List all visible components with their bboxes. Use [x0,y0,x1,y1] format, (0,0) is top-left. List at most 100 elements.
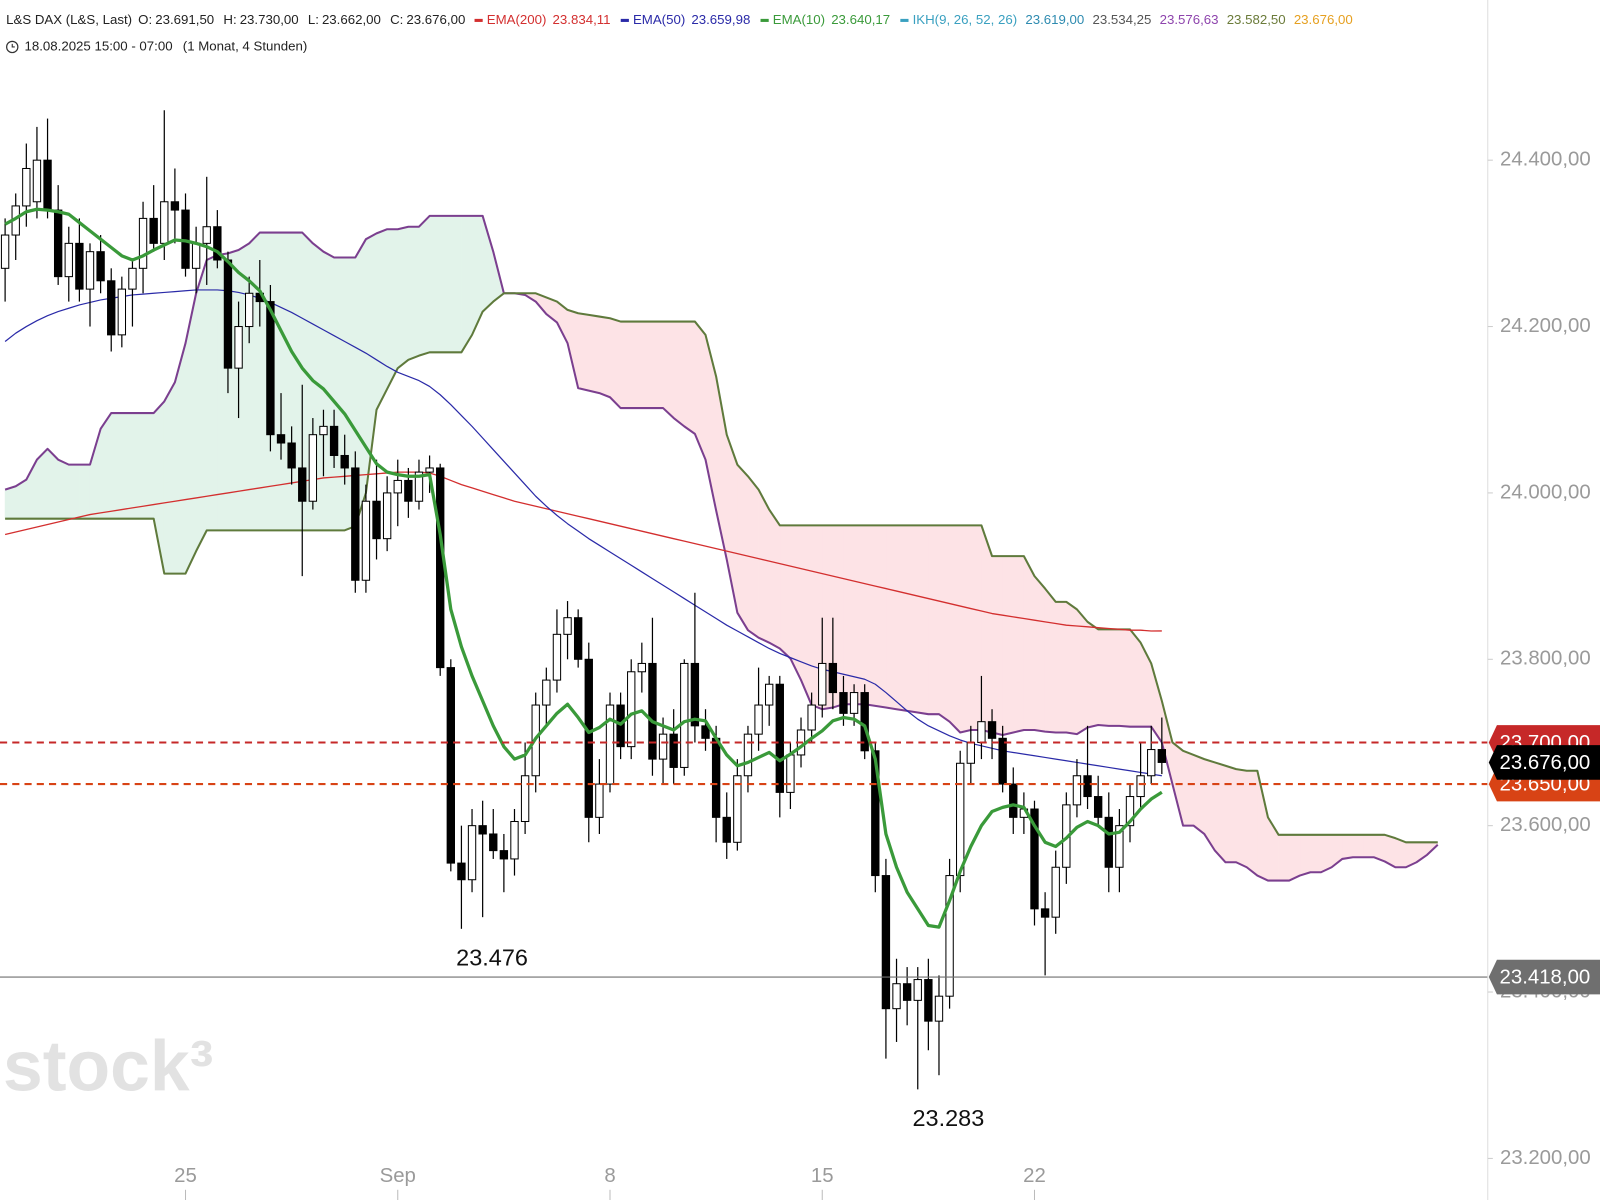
candle-body [64,242,73,278]
plot-area: stock³ 23.476 23.283 [0,110,1488,1131]
legend-marker [900,18,909,22]
candle-body [658,733,668,760]
candle-body [1136,775,1145,798]
cloud-segment [57,459,70,520]
candle-body [998,737,1007,785]
candle-body [871,750,880,877]
cloud-segment [1087,621,1099,728]
cloud-segment [662,321,674,419]
cloud-segment [970,525,982,731]
candle-body [372,500,381,540]
candle-body [616,704,625,748]
x-tick-label: 25 [174,1165,197,1187]
cloud-segment [68,464,80,520]
cloud-segment [1193,754,1205,835]
candle-body [191,242,201,269]
candle-body [1157,749,1167,763]
cloud-segment [991,555,1003,736]
cloud-segment [864,525,876,707]
cloud-segment [79,464,91,520]
candle-body [149,217,158,244]
candle-body [584,658,593,818]
cloud-segment [450,215,462,353]
candle-body [743,733,753,777]
cloud-segment [737,463,749,632]
y-tick-label: 23.800,00 [1500,648,1591,670]
cloud-segment [779,525,791,660]
candle-body [1072,775,1082,806]
cloud-segment [577,312,590,391]
header-text: 23.534,25 [1092,12,1151,27]
candle-body [1125,796,1135,827]
cloud-segment [1299,834,1311,876]
cloud-segment [408,226,420,361]
candle-body [648,662,657,760]
candle-body [32,159,42,203]
cloud-segment [673,321,685,427]
candle-body [425,467,434,473]
candle-body [573,617,583,660]
header-text: 23.662,00 [322,12,381,27]
cloud-segment [1278,834,1290,881]
candle-body [308,434,318,502]
candle-body [436,467,445,669]
header-text: EMA(50) [633,12,685,27]
candle-body [138,217,148,269]
header-text: 18.08.2025 15:00 - 07:00 [24,38,172,53]
clock-hands [11,43,15,48]
candle-body [839,692,848,714]
candle-body [754,704,763,735]
cloud-segment [206,254,218,531]
candle-body [542,679,551,706]
candle-body [361,500,371,581]
cloud-segment [758,489,770,644]
candle-body [1115,825,1124,868]
annotation: 23.283 [913,1105,985,1131]
candle-body [170,201,180,211]
legend-marker [620,18,629,22]
cloud-segment [4,485,17,520]
cloud-segment [620,321,632,409]
header-text: O: [138,12,152,27]
y-tick-label: 24.400,00 [1500,149,1591,171]
candle-body [701,725,710,739]
candle-body [117,288,127,336]
header-text: 23.730,00 [240,12,299,27]
cloud-segment [195,259,208,552]
cloud-segment [874,525,887,708]
ema-line [4,471,1162,632]
cloud-segment [1288,834,1301,882]
candle-body [75,242,84,290]
cloud-segment [1108,629,1120,727]
y-tick-label: 23.600,00 [1500,814,1591,836]
header-text: C: [390,12,403,27]
cloud-segment [1182,750,1194,826]
header-text: 23.659,98 [691,12,750,27]
header-text: (1 Monat, 4 Stunden) [183,38,307,53]
candle-body [786,754,795,793]
candle-body [956,762,965,877]
candle-body [287,442,296,469]
cloud-segment [885,525,897,710]
candle-body [913,979,922,1001]
header-text: 23.582,50 [1227,12,1286,27]
cloud-segment [949,525,961,734]
price-box-label: 23.418,00 [1500,966,1591,988]
clock-icon [6,40,19,54]
header-text: EMA(10) [773,12,825,27]
candle-body [1147,749,1156,777]
candle-body [966,741,975,764]
cloud-segment [768,508,781,649]
candle-body [276,434,286,444]
cloud-segment [1097,629,1110,727]
cloud-segment [1034,575,1046,733]
candle-body [457,862,466,881]
y-tick-label: 24.200,00 [1500,315,1591,337]
cloud-segment [928,525,940,715]
header-text: 23.676,00 [1294,12,1353,27]
candle-body [1093,796,1103,818]
cloud-segment [163,381,176,574]
cloud-segment [906,525,919,713]
cloud-segment [630,321,643,409]
candle-body [690,662,700,727]
